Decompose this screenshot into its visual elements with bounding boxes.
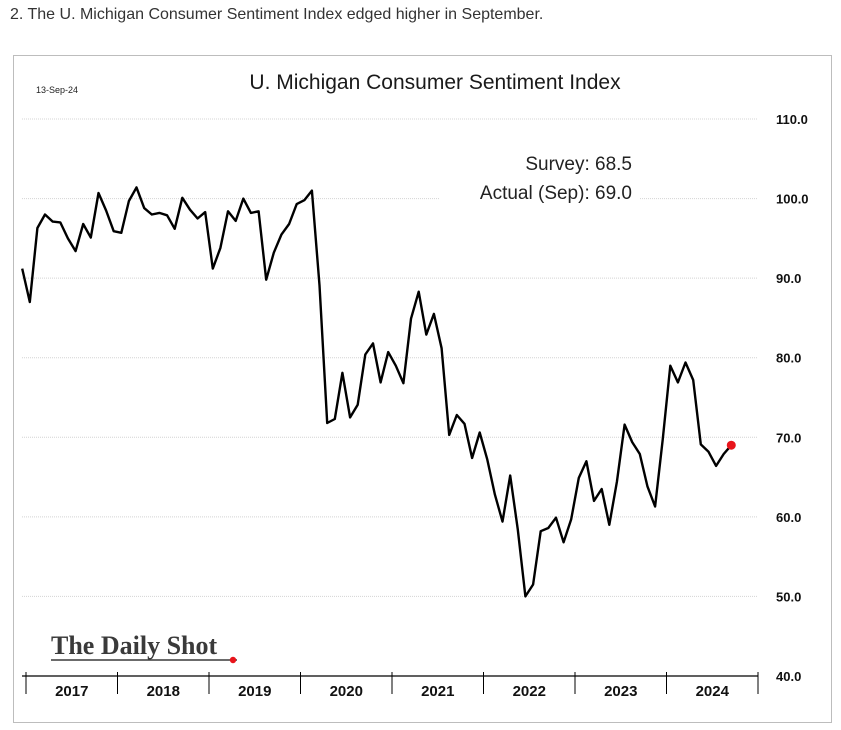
- logo-text: The Daily Shot: [51, 631, 217, 660]
- y-tick-label: 100.0: [776, 192, 809, 207]
- x-tick-label: 2020: [330, 683, 363, 700]
- x-tick-label: 2024: [696, 683, 730, 700]
- x-tick-label: 2023: [604, 683, 637, 700]
- logo-dot-icon: [229, 656, 237, 664]
- y-tick-label: 110.0: [776, 112, 808, 127]
- source-logo: The Daily Shot: [48, 621, 244, 667]
- y-axis-ticks: 110.0 100.0 90.0 80.0 70.0 60.0 50.0 40.0: [776, 112, 809, 684]
- x-axis-ticks: 2017 2018 2019 2020 2021 2022 2023 2024: [55, 683, 730, 700]
- latest-point-marker: [726, 440, 736, 450]
- x-tick-label: 2018: [147, 683, 180, 700]
- x-tick-label: 2021: [421, 683, 454, 700]
- annotation-actual: Actual (Sep): 69.0: [480, 183, 632, 204]
- x-tick-label: 2017: [55, 683, 88, 700]
- y-tick-label: 50.0: [776, 589, 801, 604]
- x-tick-label: 2022: [513, 683, 546, 700]
- date-stamp: 13-Sep-24: [36, 85, 78, 95]
- y-tick-label: 80.0: [776, 351, 801, 366]
- chart-title: U. Michigan Consumer Sentiment Index: [249, 71, 621, 94]
- y-tick-label: 60.0: [776, 510, 801, 525]
- annotation-survey: Survey: 68.5: [525, 154, 632, 175]
- chart-caption: 2. The U. Michigan Consumer Sentiment In…: [10, 6, 544, 23]
- x-tick-label: 2019: [238, 683, 271, 700]
- series-line: [21, 186, 733, 598]
- annotation-box: Survey: 68.5 Actual (Sep): 69.0: [439, 146, 639, 208]
- y-tick-label: 70.0: [776, 430, 801, 445]
- y-tick-label: 90.0: [776, 271, 801, 286]
- y-tick-label: 40.0: [776, 669, 801, 684]
- chart-frame: 110.0 100.0 90.0 80.0 70.0 60.0 50.0 40.0 2017 2…: [13, 55, 832, 723]
- annotation-background: [439, 146, 639, 208]
- series-layer: [21, 186, 736, 598]
- x-axis: [22, 672, 759, 694]
